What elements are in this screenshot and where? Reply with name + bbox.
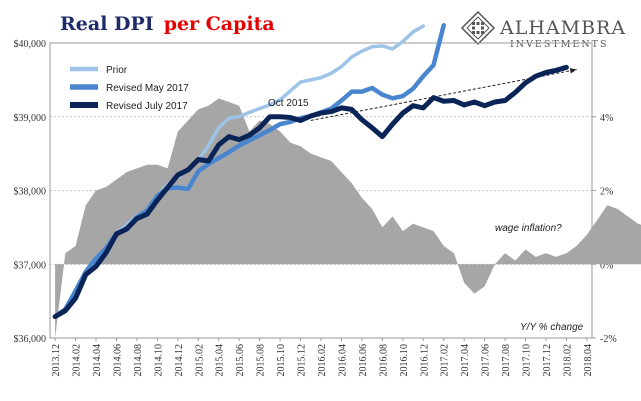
x-tick-label: 2017.04 <box>460 344 471 377</box>
x-tick-label: 2016.12 <box>419 344 430 377</box>
x-tick-label: 2018.04 <box>583 344 594 377</box>
legend-label: Prior <box>106 65 128 76</box>
x-tick-label: 2014.06 <box>112 344 123 377</box>
x-tick-label: 2016.04 <box>337 344 348 377</box>
x-tick-label: 2014.08 <box>133 344 144 377</box>
brand-logo: ALHAMBRA INVESTMENTS <box>460 10 626 50</box>
chart-title: Real DPI per Capita <box>60 13 275 35</box>
annotation-yy-label: Y/Y % change <box>520 322 584 333</box>
y-tick-label-left: $39,000 <box>14 113 47 124</box>
y-tick-label-left: $36,000 <box>14 334 47 345</box>
title-main: Real DPI <box>60 13 154 35</box>
x-tick-label: 2017.02 <box>440 344 451 377</box>
x-tick-label: 2017.12 <box>542 344 553 377</box>
x-tick-label: 2015.04 <box>215 344 226 377</box>
x-tick-label: 2016.08 <box>378 344 389 377</box>
x-tick-label: 2017.06 <box>481 344 492 377</box>
series-line-revised-july-2017 <box>52 64 569 320</box>
x-tick-label: 2015.02 <box>194 344 205 377</box>
y-tick-label-left: $37,000 <box>14 260 47 271</box>
brand-sub: INVESTMENTS <box>510 39 609 50</box>
x-tick-label: 2015.12 <box>297 344 308 377</box>
x-tick-label: 2014.12 <box>174 344 185 377</box>
x-tick-label: 2017.08 <box>501 344 512 377</box>
y-tick-label-right: 4% <box>600 113 613 124</box>
x-tick-label: 2015.08 <box>256 344 267 377</box>
x-tick-label: 2017.10 <box>522 344 533 377</box>
x-tick-label: 2013.12 <box>51 344 62 377</box>
x-tick-label: 2014.10 <box>153 344 164 377</box>
x-tick-label: 2015.06 <box>235 344 246 377</box>
legend-label: Revised May 2017 <box>106 83 189 94</box>
x-tick-label: 2018.02 <box>562 344 573 377</box>
x-tick-label: 2014.02 <box>72 344 83 377</box>
y-tick-label-right: -2% <box>600 334 617 345</box>
legend-label: Revised July 2017 <box>106 101 188 112</box>
x-tick-label: 2014.04 <box>92 344 103 377</box>
y-tick-label-left: $38,000 <box>14 187 47 198</box>
brand-name: ALHAMBRA <box>499 17 626 39</box>
annotation-trend-label: Oct 2015 <box>268 98 309 109</box>
plot-area: $36,000 $37,000 $38,000 $39,000 $40,000 -2% 0%… <box>14 23 641 377</box>
y-tick-label-right: 2% <box>600 187 613 198</box>
diamond-icon <box>460 10 496 46</box>
trend-arrow-head <box>569 68 577 74</box>
title-accent: per Capita <box>164 13 275 35</box>
annotation-wage-label: wage inflation? <box>495 223 562 234</box>
x-tick-label: 2016.02 <box>317 344 328 377</box>
x-tick-label: 2016.10 <box>399 344 410 377</box>
x-tick-label: 2015.10 <box>276 344 287 377</box>
x-tick-label: 2016.06 <box>358 344 369 377</box>
y-tick-label-left: $40,000 <box>14 39 47 50</box>
y-tick-label-right: 0% <box>600 260 613 271</box>
